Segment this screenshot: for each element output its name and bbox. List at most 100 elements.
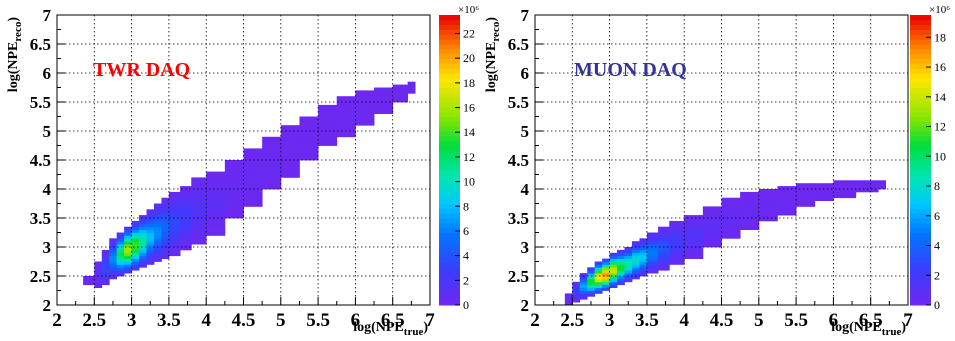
heatmap-cell <box>677 241 685 244</box>
heatmap-cell <box>94 279 102 282</box>
colorbar-segment <box>910 262 931 267</box>
heatmap-cell <box>666 264 670 267</box>
heatmap-cell <box>299 143 307 146</box>
heatmap-cell <box>703 206 711 209</box>
heatmap-cell <box>699 238 703 241</box>
heatmap-cell <box>191 180 199 183</box>
heatmap-cell <box>180 195 188 198</box>
colorbar-segment <box>439 266 460 271</box>
heatmap-cell <box>83 282 91 285</box>
heatmap-cell <box>370 117 374 120</box>
heatmap-cell <box>565 296 573 299</box>
heatmap-cell <box>729 230 737 233</box>
heatmap-cell <box>804 201 812 204</box>
heatmap-cell <box>288 146 296 149</box>
heatmap-cell <box>214 192 222 195</box>
heatmap-cell <box>363 102 371 105</box>
heatmap-cell <box>639 247 647 250</box>
heatmap-cell <box>363 114 371 117</box>
heatmap-cell <box>333 137 337 140</box>
heatmap-cell <box>382 93 390 96</box>
x-tick-label: 4.5 <box>232 310 256 331</box>
heatmap-cell <box>188 212 192 215</box>
heatmap-cell <box>154 209 162 212</box>
heatmap-cell <box>188 209 192 212</box>
heatmap-cell <box>848 180 856 183</box>
heatmap-cell <box>199 233 207 236</box>
colorbar-segment <box>439 295 460 300</box>
heatmap-cell <box>382 88 390 91</box>
colorbar-segment <box>910 136 931 141</box>
heatmap-cell <box>117 253 125 256</box>
heatmap-cell <box>740 206 748 209</box>
heatmap-cell <box>565 293 573 296</box>
colorbar: 0246810121416182022×10⁶ <box>439 4 479 312</box>
heatmap-cell <box>692 256 700 259</box>
colorbar-segment <box>910 150 931 155</box>
heatmap-cell <box>180 227 188 230</box>
heatmap-cell <box>214 218 222 221</box>
heatmap-cell <box>251 180 259 183</box>
colorbar-segment <box>910 73 931 78</box>
heatmap-cell <box>147 247 155 250</box>
heatmap-cell <box>176 195 180 198</box>
y-tick-label: 7 <box>521 6 530 25</box>
heatmap-cell <box>370 105 374 108</box>
panel-annotation: MUON DAQ <box>574 59 687 81</box>
heatmap-cell <box>658 262 666 265</box>
heatmap-cell <box>225 189 233 192</box>
colorbar-tick-label: 2 <box>463 273 469 287</box>
heatmap-cell <box>154 224 162 227</box>
heatmap-cell <box>299 137 307 140</box>
colorbar-segment <box>439 175 460 180</box>
heatmap-cell <box>199 180 207 183</box>
heatmap-cell <box>647 235 655 238</box>
heatmap-cell <box>161 233 169 236</box>
heatmap-cell <box>214 221 222 224</box>
heatmap-cell <box>774 195 778 198</box>
heatmap-cell <box>206 177 214 180</box>
heatmap-cell <box>669 227 677 230</box>
heatmap-cell <box>161 204 169 207</box>
heatmap-cell <box>262 146 270 149</box>
heatmap-cell <box>625 256 633 259</box>
heatmap-cell <box>677 233 685 236</box>
heatmap-cell <box>154 238 162 241</box>
heatmap-cell <box>344 134 352 137</box>
heatmap-cell <box>710 233 718 236</box>
heatmap-cell <box>654 253 658 256</box>
heatmap-cell <box>147 218 155 221</box>
heatmap-cell <box>281 125 289 128</box>
heatmap-cell <box>225 206 233 209</box>
heatmap-cell <box>154 250 162 253</box>
heatmap-cell <box>370 96 374 99</box>
heatmap-cell <box>281 148 289 151</box>
heatmap-cell <box>214 204 222 207</box>
heatmap-cell <box>692 241 700 244</box>
colorbar-segment <box>910 39 931 44</box>
colorbar-segment <box>439 25 460 30</box>
heatmap-cell <box>654 270 658 273</box>
heatmap-cell <box>703 235 711 238</box>
heatmap-cell <box>169 221 177 224</box>
heatmap-cell <box>729 206 737 209</box>
heatmap-cell <box>785 212 793 215</box>
heatmap-cell <box>318 143 326 146</box>
heatmap-cell <box>221 233 225 236</box>
heatmap-cell <box>774 204 778 207</box>
heatmap-cell <box>262 177 270 180</box>
heatmap-cell <box>684 233 692 236</box>
heatmap-cell <box>669 233 677 236</box>
heatmap-cell <box>270 151 278 154</box>
heatmap-cell <box>262 169 270 172</box>
heatmap-cell <box>232 195 240 198</box>
heatmap-cell <box>766 195 774 198</box>
heatmap-cell <box>225 169 233 172</box>
heatmap-cell <box>244 180 252 183</box>
heatmap-cell <box>684 253 692 256</box>
heatmap-cell <box>337 131 345 134</box>
heatmap-cell <box>703 238 711 241</box>
heatmap-cell <box>666 241 670 244</box>
heatmap-cell <box>632 264 640 267</box>
heatmap-cell <box>703 212 711 215</box>
